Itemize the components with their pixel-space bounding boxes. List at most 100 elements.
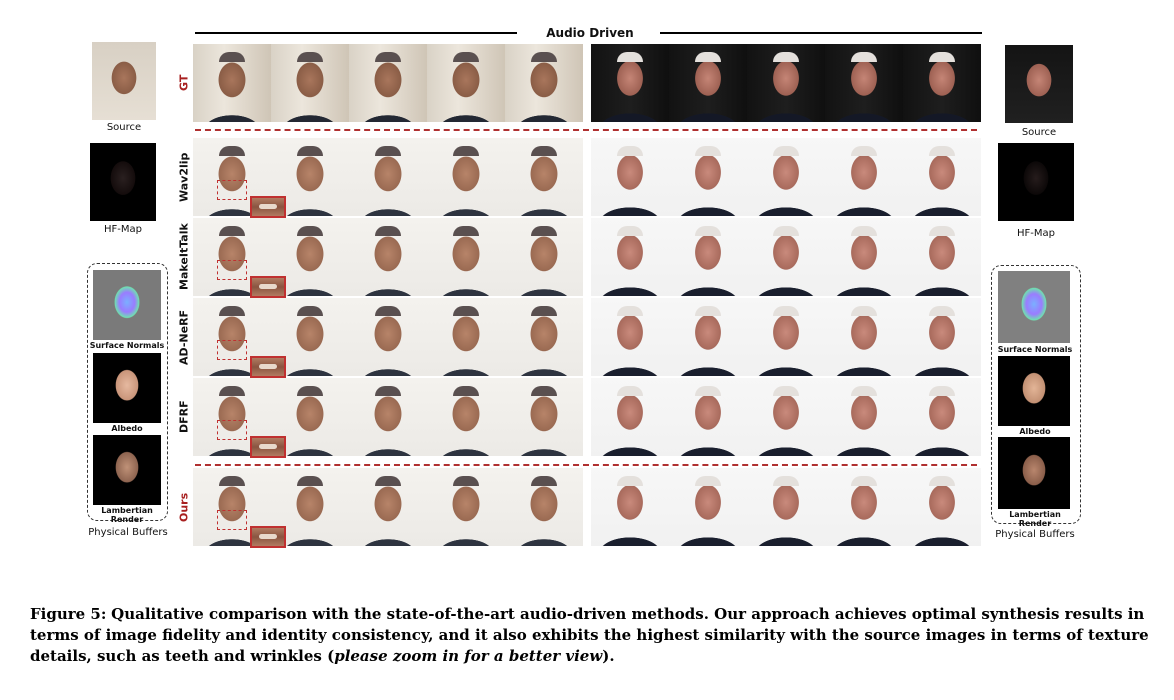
frame-hair — [695, 52, 721, 62]
frame-adnerf-10 — [903, 298, 981, 376]
frame-ours-5 — [505, 468, 583, 546]
frame-hair — [219, 52, 245, 62]
frame-hair — [219, 226, 245, 236]
frame-gt-10 — [903, 44, 981, 122]
frame-ours-7 — [669, 468, 747, 546]
frame-hair — [297, 306, 323, 316]
frame-gt-1 — [193, 44, 271, 122]
right-albedo-label: Albedo — [1019, 427, 1051, 436]
right-hfmap-label: HF-Map — [1017, 228, 1055, 239]
row-label-wav2lip: Wav2lip — [177, 152, 191, 202]
header-rule-right — [660, 32, 982, 34]
frame-hair — [375, 306, 401, 316]
frame-hair — [851, 476, 877, 486]
frame-hair — [297, 476, 323, 486]
zoom-region-wav2lip — [217, 180, 247, 200]
frame-adnerf-4 — [427, 298, 505, 376]
frame-wav2lip-4 — [427, 138, 505, 216]
header-title: Audio Driven — [546, 26, 634, 40]
row-label-adnerf: AD-NeRF — [177, 309, 191, 365]
frame-hair — [531, 476, 557, 486]
header-rule-left — [195, 32, 517, 34]
right-lambertian-label: Lambertian Render — [1009, 510, 1061, 528]
right-albedo-image — [998, 356, 1070, 426]
frame-hair — [773, 226, 799, 236]
right-normals-image — [998, 271, 1070, 343]
left-normals-label: Surface Normals — [89, 341, 165, 350]
frame-wav2lip-3 — [349, 138, 427, 216]
frame-hair — [531, 146, 557, 156]
frame-hair — [375, 226, 401, 236]
frame-ours-9 — [825, 468, 903, 546]
frame-makeittalk-4 — [427, 218, 505, 296]
left-albedo-image — [93, 353, 161, 423]
frame-hair — [929, 226, 955, 236]
row-label-makeittalk: MakeItTalk — [177, 223, 191, 291]
zoom-region-makeittalk — [217, 260, 247, 280]
frame-hair — [375, 146, 401, 156]
frame-hair — [929, 146, 955, 156]
frame-ours-3 — [349, 468, 427, 546]
frame-hair — [695, 476, 721, 486]
frame-gt-7 — [669, 44, 747, 122]
right-physical-buffers-box — [991, 265, 1081, 524]
frame-gt-5 — [505, 44, 583, 122]
frame-hair — [617, 386, 643, 396]
right-lambertian-image — [998, 437, 1070, 509]
left-physical-buffers-box — [87, 263, 168, 521]
frame-ours-10 — [903, 468, 981, 546]
frame-hair — [851, 226, 877, 236]
frame-hair — [773, 52, 799, 62]
frame-gt-6 — [591, 44, 669, 122]
left-lambertian-image — [93, 435, 161, 505]
right-physical-buffers-title: Physical Buffers — [995, 529, 1075, 540]
frame-gt-2 — [271, 44, 349, 122]
frame-hair — [851, 386, 877, 396]
frame-adnerf-9 — [825, 298, 903, 376]
frame-makeittalk-7 — [669, 218, 747, 296]
caption-figure-label: Figure 5: — [30, 605, 107, 623]
frame-hair — [219, 476, 245, 486]
frame-hair — [851, 146, 877, 156]
frame-hair — [297, 226, 323, 236]
frame-dfrf-4 — [427, 378, 505, 456]
zoom-region-dfrf — [217, 420, 247, 440]
mouth-inset-ours — [250, 526, 286, 548]
frame-hair — [617, 52, 643, 62]
right-source-image — [1005, 45, 1073, 123]
frame-hair — [773, 476, 799, 486]
frame-makeittalk-8 — [747, 218, 825, 296]
frame-dfrf-7 — [669, 378, 747, 456]
frame-hair — [773, 386, 799, 396]
frame-hair — [219, 146, 245, 156]
frame-dfrf-3 — [349, 378, 427, 456]
frame-dfrf-9 — [825, 378, 903, 456]
frame-hair — [695, 146, 721, 156]
frame-hair — [851, 52, 877, 62]
frame-hair — [375, 386, 401, 396]
mouth-inset-adnerf — [250, 356, 286, 378]
frame-hair — [531, 226, 557, 236]
frame-makeittalk-10 — [903, 218, 981, 296]
frame-hair — [297, 146, 323, 156]
frame-hair — [297, 52, 323, 62]
frame-hair — [219, 386, 245, 396]
frame-dfrf-10 — [903, 378, 981, 456]
frame-gt-9 — [825, 44, 903, 122]
frame-hair — [531, 306, 557, 316]
frame-hair — [695, 226, 721, 236]
frame-hair — [773, 146, 799, 156]
frame-hair — [453, 306, 479, 316]
frame-wav2lip-5 — [505, 138, 583, 216]
frame-hair — [617, 306, 643, 316]
frame-hair — [851, 306, 877, 316]
frame-hair — [453, 476, 479, 486]
mouth-inset-makeittalk — [250, 276, 286, 298]
frame-adnerf-8 — [747, 298, 825, 376]
frame-hair — [929, 306, 955, 316]
right-hfmap-image — [998, 143, 1074, 221]
left-lambertian-label: Lambertian Render — [101, 506, 153, 524]
frame-hair — [695, 306, 721, 316]
frame-ours-6 — [591, 468, 669, 546]
row-label-ours: Ours — [177, 492, 191, 522]
